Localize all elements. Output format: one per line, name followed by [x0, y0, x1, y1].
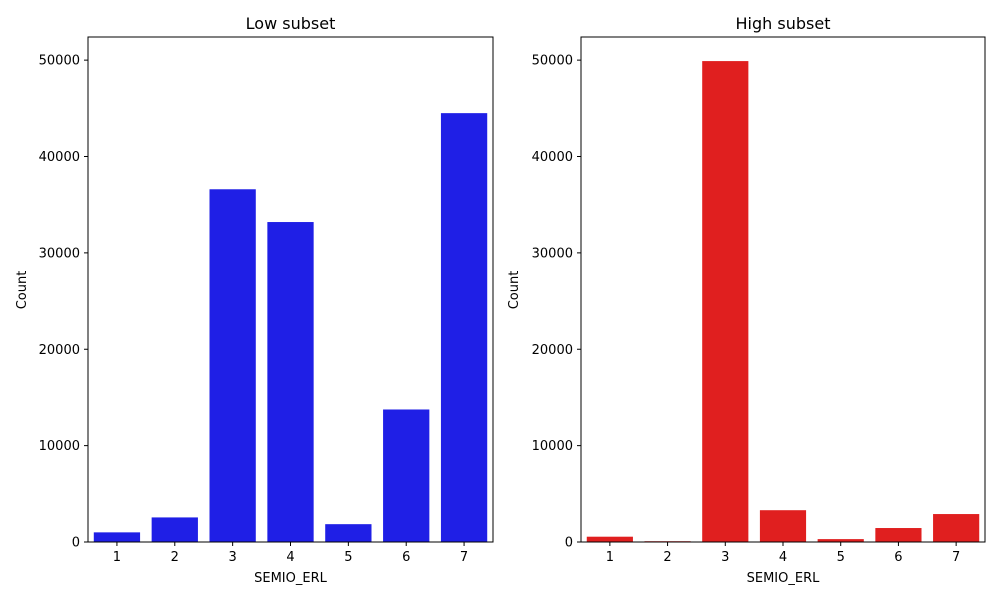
y-tick-label: 0: [72, 536, 80, 551]
x-tick-label: 3: [721, 550, 729, 565]
x-tick-label: 1: [113, 550, 121, 565]
bar-7: [440, 113, 488, 542]
bar-3: [209, 189, 256, 542]
chart-low-subset: Low subset SEMIO_ERL Count 1 2 3 4 5 6 7 0 10000…: [15, 14, 494, 586]
y-tick-label: 50000: [532, 54, 573, 69]
chart-high-subset: High subset SEMIO_ERL Count 1 2 3 4 5 6 7 0 1000…: [507, 14, 986, 586]
x-axis-label: SEMIO_ERL: [747, 571, 820, 586]
bar-7: [933, 514, 980, 542]
x-tick-label: 5: [344, 550, 352, 565]
x-tick-label: 7: [460, 550, 468, 565]
y-tick-label: 40000: [532, 150, 573, 165]
bar-2: [151, 517, 198, 542]
y-axis-label: Count: [507, 271, 522, 310]
bar-4: [267, 222, 314, 543]
x-tick-label: 6: [402, 550, 410, 565]
x-tick-label: 3: [229, 550, 237, 565]
bar-6: [383, 409, 430, 542]
x-tick-label: 2: [171, 550, 179, 565]
x-tick-label: 1: [606, 550, 614, 565]
bar-1: [586, 536, 633, 542]
y-tick-label: 50000: [39, 54, 80, 69]
bar-6: [875, 528, 922, 542]
x-tick-label: 7: [952, 550, 960, 565]
y-tick-label: 0: [565, 536, 573, 551]
plot-frame: [580, 36, 986, 543]
x-axis-label: SEMIO_ERL: [254, 571, 327, 586]
chart-title: Low subset: [246, 14, 336, 33]
bar-4: [759, 510, 807, 542]
y-tick-label: 10000: [532, 439, 573, 454]
y-tick-label: 30000: [39, 246, 80, 261]
y-tick-label: 20000: [532, 343, 573, 358]
x-tick-label: 2: [663, 550, 671, 565]
x-tick-label: 4: [779, 550, 787, 565]
x-tick-label: 5: [837, 550, 845, 565]
y-axis-label: Count: [15, 271, 30, 310]
bar-1: [93, 532, 141, 542]
x-tick-label: 4: [286, 550, 294, 565]
bar-5: [817, 539, 864, 542]
bar-5: [325, 524, 372, 542]
y-tick-label: 40000: [39, 150, 80, 165]
y-tick-label: 10000: [39, 439, 80, 454]
y-tick-label: 30000: [532, 246, 573, 261]
y-tick-label: 20000: [39, 343, 80, 358]
bar-3: [702, 61, 749, 543]
x-tick-label: 6: [894, 550, 902, 565]
chart-title: High subset: [736, 14, 831, 33]
